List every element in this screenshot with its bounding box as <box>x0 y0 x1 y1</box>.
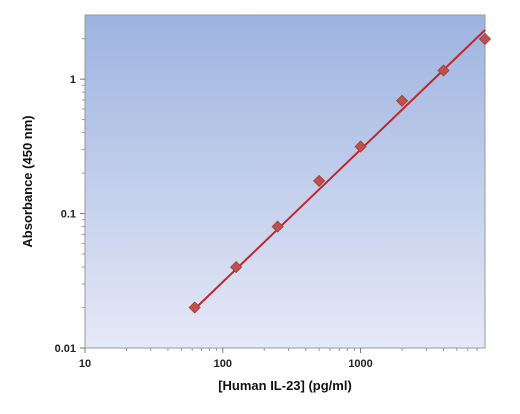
x-axis-title: [Human IL-23] (pg/ml) <box>218 378 352 393</box>
fit-line <box>193 29 486 310</box>
data-point <box>188 301 201 314</box>
data-point <box>478 32 492 46</box>
y-axis-tick-labels: 0.01 0.1 1 <box>55 74 76 355</box>
data-point <box>437 64 450 77</box>
x-axis-tick-labels: 10 100 1000 <box>79 358 373 370</box>
y-axis-title: Absorbance (450 nm) <box>20 115 35 247</box>
data-point <box>230 260 243 274</box>
data-point <box>354 140 367 153</box>
data-point <box>395 94 409 107</box>
data-points <box>188 32 492 314</box>
y-tick-label: 0.1 <box>61 209 76 221</box>
plot-area <box>84 14 486 349</box>
data-point <box>313 174 326 187</box>
y-tick-label: 0.01 <box>55 343 76 355</box>
x-tick-label: 1000 <box>348 358 372 370</box>
x-tick-label: 100 <box>214 358 232 370</box>
data-point <box>271 220 284 233</box>
y-tick-label: 1 <box>70 74 76 86</box>
axis-ticks <box>80 38 478 353</box>
x-tick-label: 10 <box>79 358 91 370</box>
